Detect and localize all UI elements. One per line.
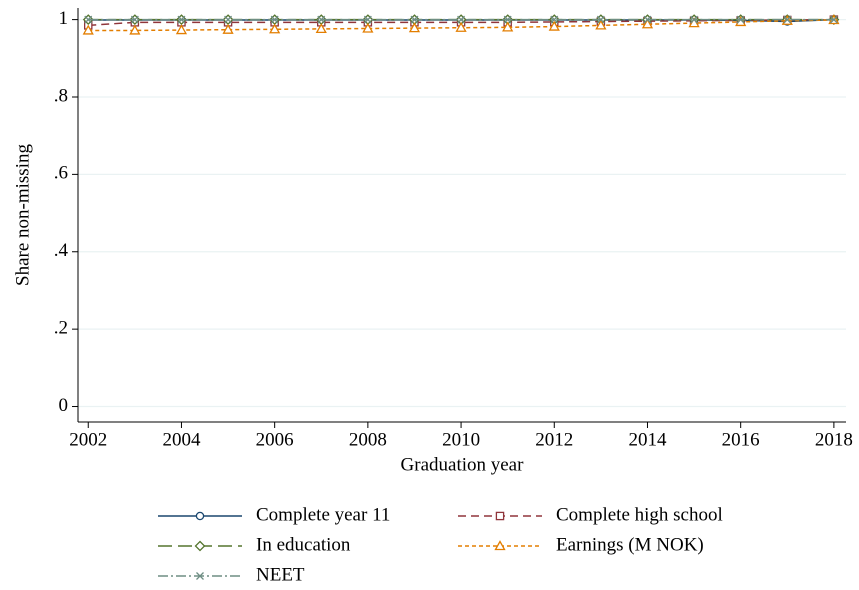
marker <box>362 22 374 33</box>
marker <box>270 15 279 24</box>
marker <box>269 23 281 34</box>
legend-marker <box>196 572 204 580</box>
marker <box>455 21 467 32</box>
y-tick-label: .2 <box>54 317 68 338</box>
marker <box>317 15 326 24</box>
marker <box>224 15 233 24</box>
marker <box>315 23 327 34</box>
series-line <box>88 18 834 27</box>
legend-marker <box>195 511 205 521</box>
x-tick-label: 2006 <box>256 429 294 450</box>
marker <box>595 19 607 30</box>
marker <box>129 24 141 35</box>
marker <box>410 15 419 24</box>
marker <box>363 15 372 24</box>
x-tick-label: 2004 <box>162 429 201 450</box>
marker <box>829 15 838 24</box>
y-tick-label: 1 <box>59 8 69 29</box>
legend-label: In education <box>256 534 351 555</box>
marker <box>84 15 93 24</box>
x-tick-label: 2012 <box>535 429 573 450</box>
legend-marker <box>494 540 506 551</box>
y-tick-label: .6 <box>54 163 68 184</box>
x-tick-label: 2010 <box>442 429 480 450</box>
y-tick-label: 0 <box>59 395 69 416</box>
legend-label: NEET <box>256 564 305 585</box>
marker <box>596 15 605 24</box>
legend-label: Complete high school <box>556 504 723 525</box>
marker <box>736 15 745 24</box>
marker <box>457 15 466 24</box>
x-axis-title: Graduation year <box>401 454 525 475</box>
marker <box>503 15 512 24</box>
x-tick-label: 2008 <box>349 429 387 450</box>
y-tick-label: .4 <box>54 240 69 261</box>
marker <box>690 15 699 24</box>
marker <box>502 21 514 32</box>
marker <box>643 15 652 24</box>
y-tick-label: .8 <box>54 85 68 106</box>
marker <box>130 15 139 24</box>
legend-label: Earnings (M NOK) <box>556 534 704 555</box>
marker <box>548 20 560 31</box>
x-tick-label: 2016 <box>722 429 760 450</box>
marker <box>408 22 421 33</box>
marker <box>175 24 188 35</box>
legend-marker <box>194 540 206 552</box>
x-tick-label: 2014 <box>628 429 667 450</box>
y-axis-title: Share non-missing <box>12 144 33 286</box>
marker <box>82 24 94 35</box>
x-tick-label: 2002 <box>69 429 107 450</box>
marker <box>222 23 234 34</box>
marker <box>783 15 792 24</box>
marker <box>177 15 186 24</box>
legend-label: Complete year 11 <box>256 504 390 525</box>
marker <box>641 18 654 29</box>
legend-marker <box>495 511 505 521</box>
x-tick-label: 2018 <box>815 429 853 450</box>
marker <box>550 15 559 24</box>
